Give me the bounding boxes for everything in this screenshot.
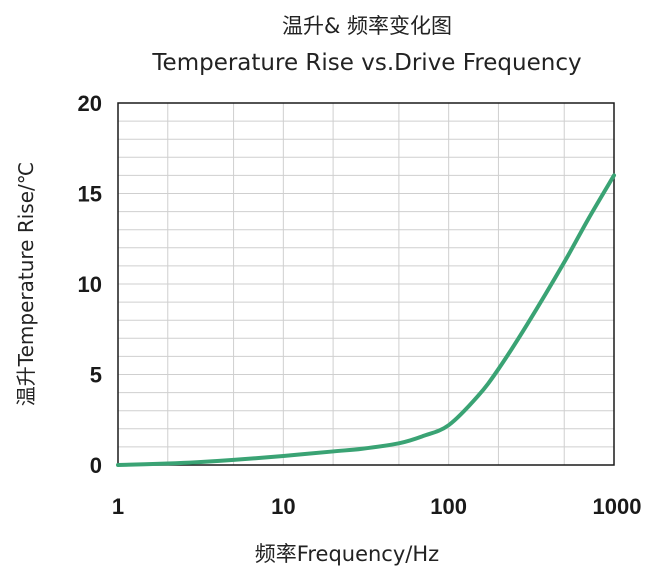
x-tick-label: 1000 (593, 494, 642, 519)
tick-labels: 0 5 10 15 20 1 10 100 1000 (78, 91, 642, 519)
plot-grid (118, 103, 614, 465)
x-axis-label: 频率Frequency/Hz (255, 542, 439, 566)
x-tick-label: 100 (430, 494, 467, 519)
plot-frame (117, 102, 615, 466)
series-layer (116, 173, 616, 467)
series-line-0 (116, 173, 616, 467)
y-axis-label: 温升Temperature Rise/℃ (14, 162, 38, 406)
y-tick-label: 5 (90, 363, 102, 388)
chart-subtitle: Temperature Rise vs.Drive Frequency (151, 50, 581, 76)
y-tick-label: 20 (78, 91, 102, 116)
y-tick-label: 15 (78, 182, 102, 207)
x-tick-label: 1 (112, 494, 124, 519)
y-tick-label: 0 (90, 453, 102, 478)
x-tick-label: 10 (271, 494, 295, 519)
y-tick-label: 10 (78, 272, 102, 297)
chart-title: 温升& 频率变化图 (282, 14, 452, 38)
